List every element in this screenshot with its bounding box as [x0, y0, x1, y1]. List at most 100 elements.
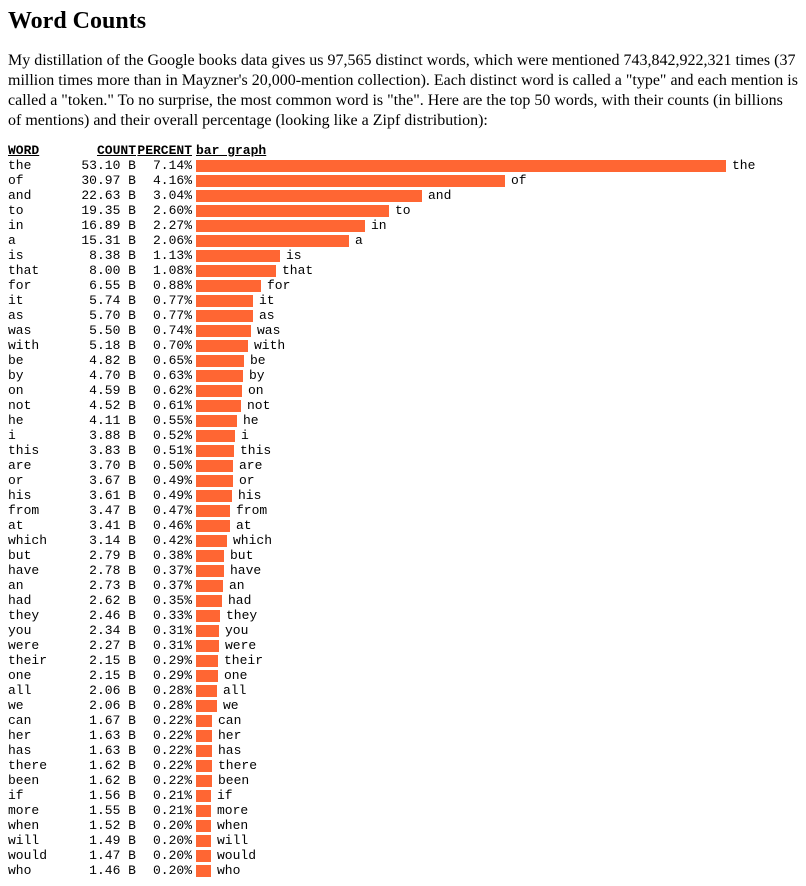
- cell-word: by: [8, 368, 72, 383]
- cell-word: would: [8, 848, 72, 863]
- cell-bar: you: [192, 623, 798, 638]
- bar: [196, 265, 276, 277]
- cell-bar: at: [192, 518, 798, 533]
- cell-percent: 2.60%: [136, 203, 192, 218]
- cell-word: with: [8, 338, 72, 353]
- cell-count: 3.67 B: [72, 473, 136, 488]
- cell-bar: that: [192, 263, 798, 278]
- cell-percent: 0.88%: [136, 278, 192, 293]
- cell-word: been: [8, 773, 72, 788]
- cell-count: 19.35 B: [72, 203, 136, 218]
- cell-bar: not: [192, 398, 798, 413]
- cell-word: his: [8, 488, 72, 503]
- cell-count: 1.62 B: [72, 773, 136, 788]
- table-row: her 1.63 B 0.22%her: [8, 728, 798, 743]
- bar-label: of: [505, 173, 527, 188]
- bar: [196, 310, 253, 322]
- table-row: he 4.11 B 0.55%he: [8, 413, 798, 428]
- table-row: at 3.41 B 0.46%at: [8, 518, 798, 533]
- bar: [196, 790, 211, 802]
- cell-percent: 0.29%: [136, 653, 192, 668]
- bar-label: who: [211, 863, 240, 878]
- cell-count: 3.47 B: [72, 503, 136, 518]
- cell-bar: of: [192, 173, 798, 188]
- cell-percent: 2.27%: [136, 218, 192, 233]
- table-row: was 5.50 B 0.74%was: [8, 323, 798, 338]
- bar-label: if: [211, 788, 233, 803]
- cell-word: from: [8, 503, 72, 518]
- cell-word: have: [8, 563, 72, 578]
- cell-count: 8.38 B: [72, 248, 136, 263]
- cell-bar: an: [192, 578, 798, 593]
- cell-percent: 0.28%: [136, 698, 192, 713]
- table-row: in 16.89 B 2.27%in: [8, 218, 798, 233]
- cell-count: 5.50 B: [72, 323, 136, 338]
- page-title: Word Counts: [8, 8, 798, 35]
- bar: [196, 475, 233, 487]
- table-row: you 2.34 B 0.31%you: [8, 623, 798, 638]
- bar: [196, 355, 244, 367]
- bar: [196, 385, 242, 397]
- cell-count: 5.74 B: [72, 293, 136, 308]
- bar: [196, 295, 253, 307]
- cell-word: there: [8, 758, 72, 773]
- bar-label: is: [280, 248, 302, 263]
- cell-bar: would: [192, 848, 798, 863]
- cell-word: he: [8, 413, 72, 428]
- cell-percent: 0.38%: [136, 548, 192, 563]
- cell-word: on: [8, 383, 72, 398]
- table-row: not 4.52 B 0.61%not: [8, 398, 798, 413]
- cell-bar: on: [192, 383, 798, 398]
- table-row: for 6.55 B 0.88%for: [8, 278, 798, 293]
- table-row: of 30.97 B 4.16%of: [8, 173, 798, 188]
- cell-count: 53.10 B: [72, 158, 136, 173]
- table-row: who 1.46 B 0.20%who: [8, 863, 798, 878]
- table-row: has 1.63 B 0.22%has: [8, 743, 798, 758]
- bar: [196, 520, 230, 532]
- bar: [196, 235, 349, 247]
- table-row: their 2.15 B 0.29%their: [8, 653, 798, 668]
- bar-label: his: [232, 488, 261, 503]
- cell-word: had: [8, 593, 72, 608]
- header-bar: bar graph: [192, 143, 798, 158]
- bar-label: but: [224, 548, 253, 563]
- cell-bar: with: [192, 338, 798, 353]
- table-row: have 2.78 B 0.37%have: [8, 563, 798, 578]
- cell-word: one: [8, 668, 72, 683]
- cell-count: 3.88 B: [72, 428, 136, 443]
- cell-word: an: [8, 578, 72, 593]
- cell-bar: to: [192, 203, 798, 218]
- cell-word: i: [8, 428, 72, 443]
- cell-count: 2.34 B: [72, 623, 136, 638]
- cell-percent: 0.20%: [136, 818, 192, 833]
- cell-bar: who: [192, 863, 798, 878]
- cell-count: 3.61 B: [72, 488, 136, 503]
- cell-percent: 0.51%: [136, 443, 192, 458]
- cell-word: that: [8, 263, 72, 278]
- cell-bar: been: [192, 773, 798, 788]
- cell-bar: can: [192, 713, 798, 728]
- bar: [196, 460, 233, 472]
- cell-percent: 0.74%: [136, 323, 192, 338]
- cell-word: at: [8, 518, 72, 533]
- cell-bar: their: [192, 653, 798, 668]
- cell-word: you: [8, 623, 72, 638]
- cell-count: 1.46 B: [72, 863, 136, 878]
- cell-bar: was: [192, 323, 798, 338]
- cell-count: 2.79 B: [72, 548, 136, 563]
- bar: [196, 205, 389, 217]
- cell-percent: 0.22%: [136, 773, 192, 788]
- cell-word: be: [8, 353, 72, 368]
- cell-count: 8.00 B: [72, 263, 136, 278]
- cell-word: is: [8, 248, 72, 263]
- cell-count: 15.31 B: [72, 233, 136, 248]
- cell-word: of: [8, 173, 72, 188]
- bar-label: this: [234, 443, 271, 458]
- table-row: would 1.47 B 0.20%would: [8, 848, 798, 863]
- table-row: is 8.38 B 1.13%is: [8, 248, 798, 263]
- cell-word: the: [8, 158, 72, 173]
- cell-count: 5.18 B: [72, 338, 136, 353]
- table-row: we 2.06 B 0.28%we: [8, 698, 798, 713]
- table-row: when 1.52 B 0.20%when: [8, 818, 798, 833]
- bar: [196, 850, 211, 862]
